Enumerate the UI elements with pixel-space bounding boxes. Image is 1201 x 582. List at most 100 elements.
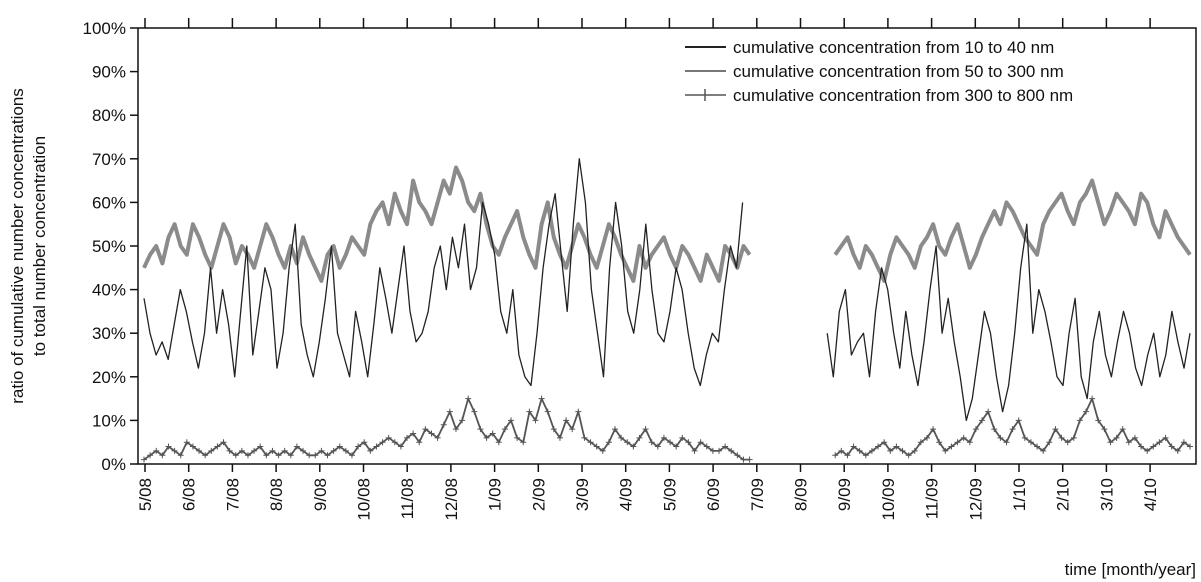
series-point-300-800nm	[177, 452, 184, 459]
series-point-300-800nm	[189, 443, 196, 450]
series-point-300-800nm	[465, 395, 472, 402]
series-layer	[141, 158, 1193, 463]
series-point-300-800nm	[373, 443, 380, 450]
series-point-300-800nm	[691, 447, 698, 454]
series-point-300-800nm	[232, 452, 239, 459]
series-point-300-800nm	[1070, 434, 1077, 441]
series-point-300-800nm	[1058, 434, 1065, 441]
series-point-300-800nm	[844, 452, 851, 459]
series-point-300-800nm	[1003, 439, 1010, 446]
x-tick-label: 11/08	[398, 478, 417, 519]
series-point-300-800nm	[1107, 439, 1114, 446]
y-tick-label: 60%	[92, 193, 126, 212]
y-tick-label: 20%	[92, 368, 126, 387]
series-point-300-800nm	[489, 430, 496, 437]
x-axis-title: time [month/year]	[1065, 560, 1196, 579]
x-tick-label: 6/09	[704, 478, 723, 511]
series-point-300-800nm	[330, 447, 337, 454]
series-point-300-800nm	[985, 408, 992, 415]
y-axis-title-line-2: to total number concentration	[30, 136, 49, 356]
series-point-300-800nm	[966, 439, 973, 446]
series-point-300-800nm	[159, 452, 166, 459]
x-tick-label: 1/10	[1010, 478, 1029, 511]
series-point-300-800nm	[471, 408, 478, 415]
series-point-300-800nm	[1162, 434, 1169, 441]
series-point-300-800nm	[171, 447, 178, 454]
x-axis: 5/08 6/08 7/08 8/08 9/08 10/08 11/08 12/08 1/09 2…	[136, 18, 1160, 521]
series-point-300-800nm	[917, 439, 924, 446]
x-tick-label: 9/08	[311, 478, 330, 511]
series-point-300-800nm	[581, 434, 588, 441]
series-point-300-800nm	[348, 452, 355, 459]
series-point-300-800nm	[930, 426, 937, 433]
series-point-300-800nm	[556, 434, 563, 441]
series-point-300-800nm	[1095, 417, 1102, 424]
series-point-300-800nm	[196, 447, 203, 454]
series-line-0	[143, 158, 744, 387]
series-point-300-800nm	[1089, 395, 1096, 402]
x-tick-label: 11/09	[923, 478, 942, 519]
series-point-300-800nm	[1144, 447, 1151, 454]
series-point-300-800nm	[881, 439, 888, 446]
series-point-300-800nm	[183, 439, 190, 446]
series-point-300-800nm	[1064, 439, 1071, 446]
series-point-300-800nm	[361, 439, 368, 446]
series-point-300-800nm	[550, 426, 557, 433]
series-point-300-800nm	[459, 417, 466, 424]
series-point-300-800nm	[342, 447, 349, 454]
series-point-300-800nm	[434, 434, 441, 441]
series-point-300-800nm	[446, 408, 453, 415]
series-point-300-800nm	[593, 443, 600, 450]
series-point-300-800nm	[636, 434, 643, 441]
legend-label-300-800nm: cumulative concentration from 300 to 800…	[733, 86, 1073, 105]
series-point-300-800nm	[220, 439, 227, 446]
series-point-300-800nm	[1076, 417, 1083, 424]
series-point-300-800nm	[972, 426, 979, 433]
series-point-300-800nm	[202, 452, 209, 459]
x-tick-label: 12/09	[966, 478, 985, 521]
series-point-300-800nm	[868, 447, 875, 454]
series-point-300-800nm	[367, 447, 374, 454]
series-point-300-800nm	[428, 430, 435, 437]
series-point-300-800nm	[501, 426, 508, 433]
series-point-300-800nm	[905, 452, 912, 459]
series-point-300-800nm	[214, 443, 221, 450]
series-point-300-800nm	[715, 447, 722, 454]
series-point-300-800nm	[281, 447, 288, 454]
y-axis-title-line-1: ratio of cumulative number concentration…	[8, 88, 27, 404]
series-point-300-800nm	[575, 408, 582, 415]
series-point-300-800nm	[165, 443, 172, 450]
series-point-300-800nm	[1034, 443, 1041, 450]
y-tick-label: 100%	[83, 19, 126, 38]
legend: cumulative concentration from 10 to 40 n…	[685, 38, 1073, 105]
series-point-300-800nm	[244, 452, 251, 459]
series-point-300-800nm	[1052, 426, 1059, 433]
series-point-300-800nm	[238, 447, 245, 454]
x-tick-label: 7/08	[223, 478, 242, 511]
series-point-300-800nm	[336, 443, 343, 450]
series-point-300-800nm	[673, 443, 680, 450]
series-point-300-800nm	[1156, 439, 1163, 446]
series-point-300-800nm	[1113, 434, 1120, 441]
series-point-300-800nm	[495, 439, 502, 446]
series-point-300-800nm	[1119, 426, 1126, 433]
series-point-300-800nm	[318, 447, 325, 454]
series-point-300-800nm	[563, 417, 570, 424]
series-point-300-800nm	[923, 434, 930, 441]
series-point-300-800nm	[612, 426, 619, 433]
y-axis: 0% 10% 20% 30% 40% 50% 60% 70% 80% 90% 100%	[83, 19, 138, 474]
x-tick-label: 10/08	[355, 478, 374, 521]
series-line-2	[143, 397, 750, 461]
series-point-300-800nm	[605, 439, 612, 446]
series-point-300-800nm	[410, 430, 417, 437]
x-tick-label: 5/08	[136, 478, 155, 511]
series-point-300-800nm	[508, 417, 515, 424]
series-point-300-800nm	[728, 447, 735, 454]
series-point-300-800nm	[703, 443, 710, 450]
series-point-300-800nm	[477, 426, 484, 433]
series-point-300-800nm	[667, 439, 674, 446]
x-tick-label: 3/09	[573, 478, 592, 511]
series-point-300-800nm	[618, 434, 625, 441]
series-point-300-800nm	[1131, 434, 1138, 441]
series-point-300-800nm	[630, 443, 637, 450]
